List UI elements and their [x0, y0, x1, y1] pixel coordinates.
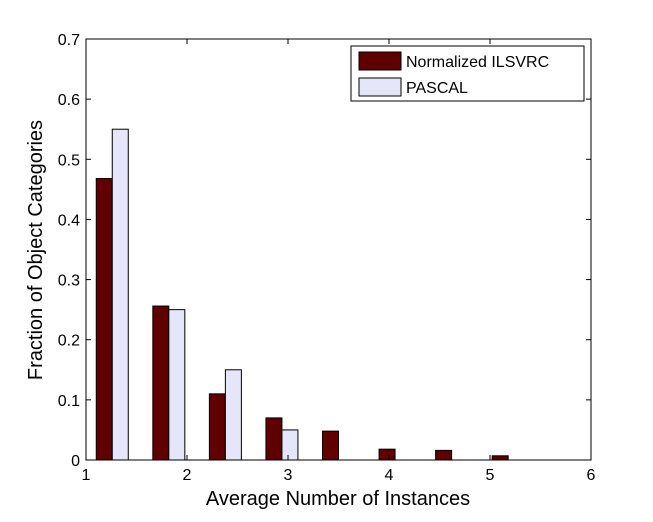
y-tick-label: 0.2: [58, 333, 80, 350]
bar-normalized-ilsvrc-1: [95, 178, 113, 461]
bar-normalized-ilsvrc-8: [491, 455, 509, 461]
bar-normalized-ilsvrc-2: [152, 305, 170, 461]
bar-normalized-ilsvrc-6: [378, 448, 396, 461]
y-tick-label: 0.5: [58, 152, 80, 169]
bar-pascal-4: [281, 429, 299, 461]
bar-normalized-ilsvrc-3: [208, 393, 226, 461]
y-tick-label: 0: [71, 453, 80, 470]
y-tick-label: 0.7: [58, 32, 80, 49]
x-axis: 1 2 3 4 5 6: [82, 39, 596, 484]
bars-layer: [95, 128, 509, 461]
x-tick-label: 2: [183, 467, 192, 484]
bar-pascal-3: [224, 369, 242, 461]
bar-normalized-ilsvrc-4: [265, 417, 283, 461]
x-axis-label: Average Number of Instances: [206, 488, 470, 510]
bar-pascal-2: [168, 309, 186, 461]
bar-normalized-ilsvrc-7: [435, 449, 453, 461]
y-tick-label: 0.1: [58, 393, 80, 410]
x-tick-label: 5: [486, 467, 495, 484]
y-tick-label: 0.6: [58, 92, 80, 109]
legend-swatch-pascal: [358, 77, 402, 97]
legend-label-normalized-ilsvrc: Normalized ILSVRC: [406, 54, 549, 71]
legend: Normalized ILSVRC PASCAL: [350, 45, 585, 102]
x-tick-label: 4: [385, 467, 394, 484]
x-tick-label: 3: [284, 467, 293, 484]
bar-pascal-1: [111, 128, 129, 461]
x-tick-label: 6: [587, 467, 596, 484]
y-axis: 0 0.1 0.2 0.3 0.4 0.5 0.6 0.7: [58, 32, 591, 470]
y-axis-label: Fraction of Object Categories: [25, 120, 47, 380]
y-tick-label: 0.3: [58, 273, 80, 290]
legend-swatch-normalized-ilsvrc: [358, 51, 402, 71]
y-tick-label: 0.4: [58, 212, 80, 229]
x-tick-label: 1: [82, 467, 91, 484]
bar-normalized-ilsvrc-5: [322, 430, 339, 461]
legend-label-pascal: PASCAL: [406, 80, 468, 97]
